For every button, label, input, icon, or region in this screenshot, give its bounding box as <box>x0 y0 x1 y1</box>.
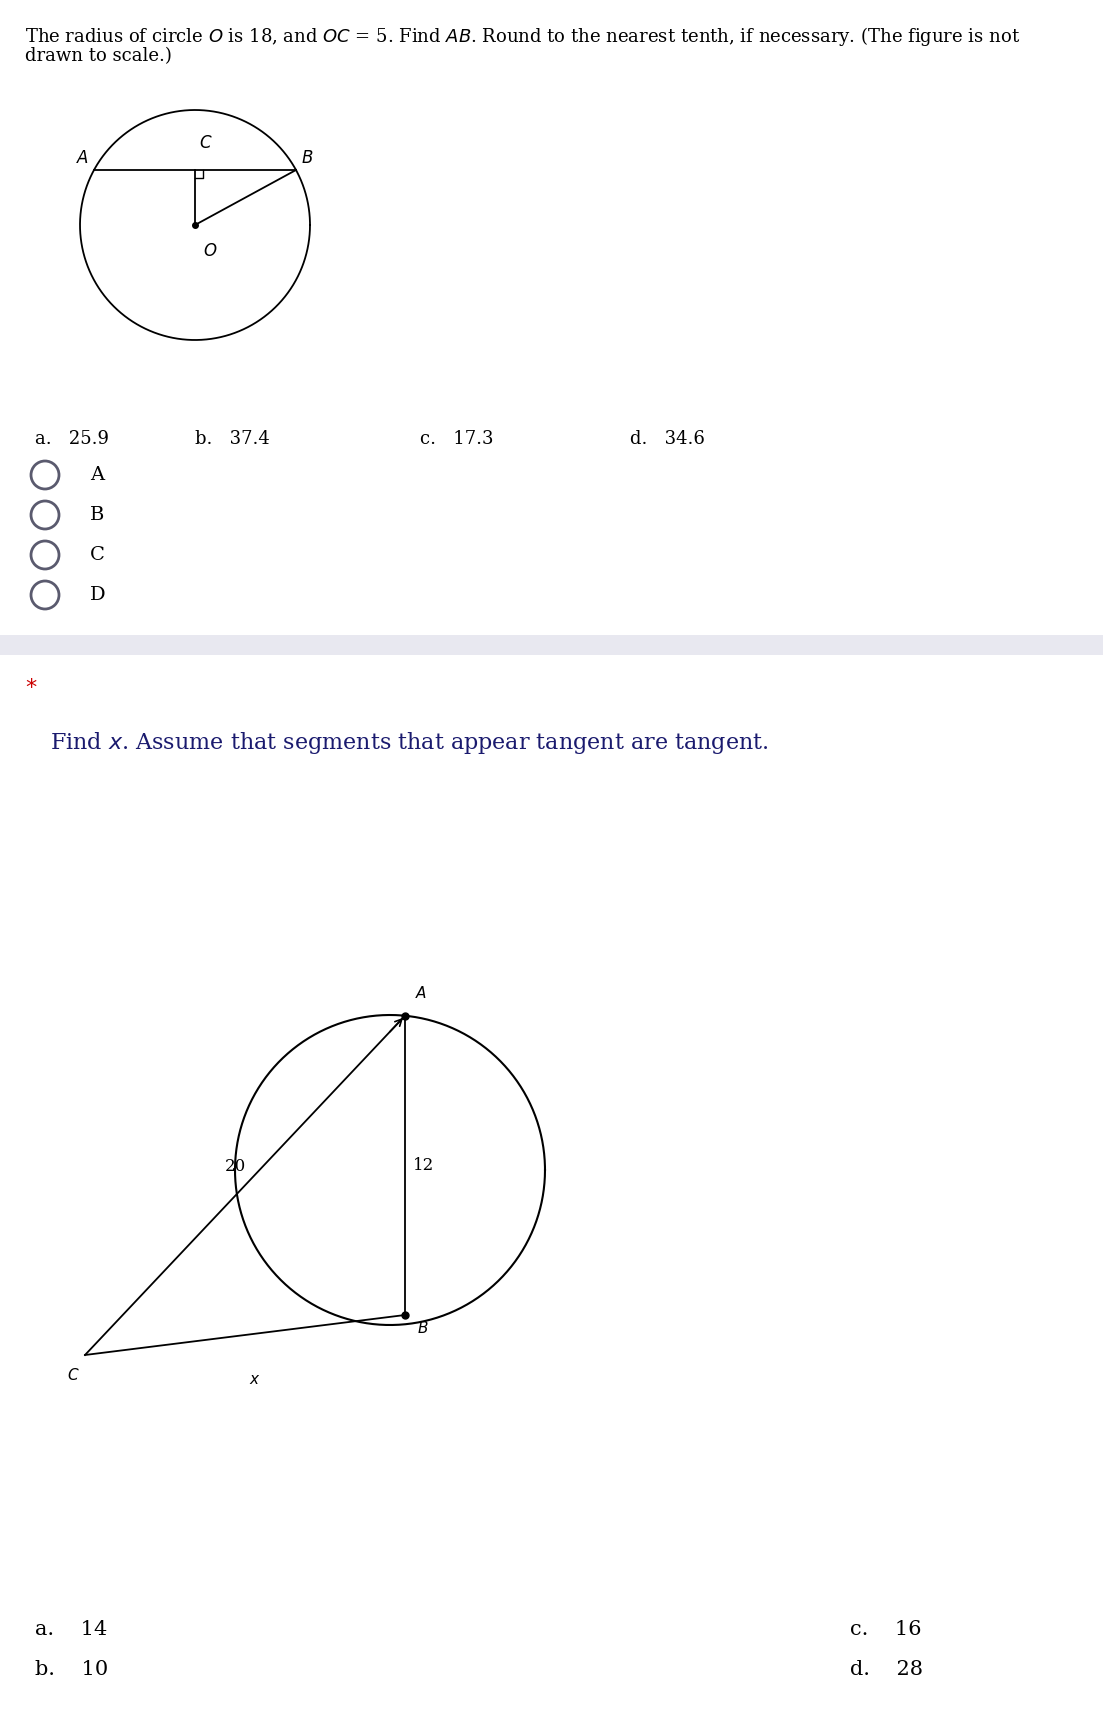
Text: a.   25.9: a. 25.9 <box>35 429 109 448</box>
Text: $A$: $A$ <box>76 150 89 168</box>
Text: d.    28: d. 28 <box>850 1660 923 1679</box>
Text: drawn to scale.): drawn to scale.) <box>25 46 172 65</box>
Text: c.   17.3: c. 17.3 <box>420 429 493 448</box>
Text: $B$: $B$ <box>301 150 313 168</box>
Text: $A$: $A$ <box>415 985 427 1000</box>
Text: *: * <box>25 677 36 698</box>
Text: $C$: $C$ <box>199 135 213 152</box>
Text: A: A <box>90 467 104 484</box>
Text: $x$: $x$ <box>249 1373 260 1387</box>
Bar <box>0 634 1103 655</box>
Text: D: D <box>90 587 106 604</box>
Text: $O$: $O$ <box>203 243 217 260</box>
Text: d.   34.6: d. 34.6 <box>630 429 705 448</box>
Text: 20: 20 <box>225 1158 246 1175</box>
Text: $B$: $B$ <box>417 1320 429 1336</box>
Text: $C$: $C$ <box>67 1366 81 1383</box>
Text: C: C <box>90 545 105 564</box>
Text: b.    10: b. 10 <box>35 1660 108 1679</box>
Text: a.    14: a. 14 <box>35 1619 107 1638</box>
Text: c.    16: c. 16 <box>850 1619 921 1638</box>
Text: Find $x$. Assume that segments that appear tangent are tangent.: Find $x$. Assume that segments that appe… <box>50 730 769 756</box>
Text: b.   37.4: b. 37.4 <box>195 429 270 448</box>
Text: The radius of circle $O$ is 18, and $OC$ = 5. Find $AB$. Round to the nearest te: The radius of circle $O$ is 18, and $OC$… <box>25 26 1020 48</box>
Text: 12: 12 <box>413 1158 435 1173</box>
Text: B: B <box>90 506 105 523</box>
